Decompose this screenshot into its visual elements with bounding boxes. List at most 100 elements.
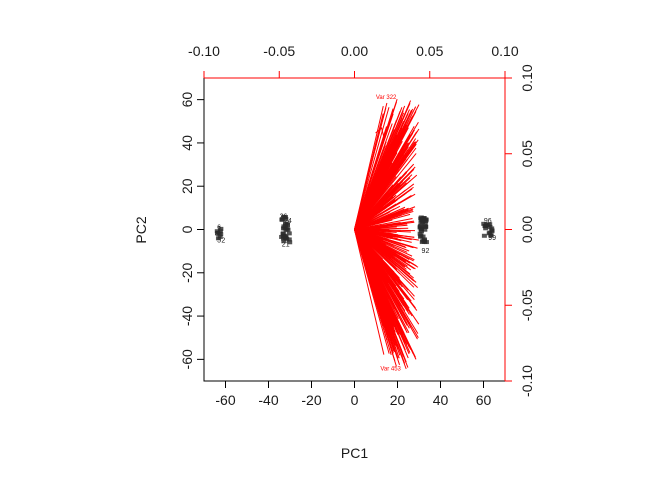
y-tick-label: -60 <box>179 349 195 369</box>
observation-cluster-mark <box>218 232 224 237</box>
secondary-x-axis: -0.10 -0.05 0.00 0.05 0.10 <box>188 43 519 79</box>
loading-arrow <box>354 215 401 230</box>
loading-arrow <box>354 197 392 230</box>
secondary-x-tick-label: -0.10 <box>188 43 220 59</box>
x-tick-label: -60 <box>215 392 235 408</box>
observation-cluster-mark <box>481 233 487 238</box>
loading-arrow <box>354 229 385 355</box>
secondary-x-tick-label: 0.05 <box>416 43 443 59</box>
loading-arrow <box>354 229 400 255</box>
loading-arrowhead <box>375 127 385 137</box>
loading-arrow <box>354 154 385 230</box>
loading-arrow <box>354 107 390 230</box>
loading-arrow <box>354 229 415 288</box>
y-tick-label: -20 <box>179 262 195 282</box>
observation-cluster-mark <box>419 216 425 221</box>
observation-cluster-mark <box>484 222 490 227</box>
x-tick-label: -20 <box>301 392 321 408</box>
secondary-y-tick-label: 0.05 <box>519 140 535 167</box>
observation-cluster-mark <box>279 217 285 222</box>
loading-arrow <box>354 183 415 230</box>
observation-cluster-mark <box>287 240 293 245</box>
loading-arrow <box>354 113 409 230</box>
loading-arrow <box>354 229 389 284</box>
x-tick-label: 20 <box>390 392 406 408</box>
observation-cluster-mark <box>422 227 428 232</box>
observation-cluster-mark <box>280 231 286 236</box>
observation-cluster-mark <box>283 235 289 240</box>
y-axis: -60 -40 -20 0 20 40 60 <box>179 92 205 369</box>
observation-cluster-mark <box>422 220 428 225</box>
observation-cluster-mark <box>215 236 221 241</box>
y-tick-label: 40 <box>179 135 195 151</box>
loading-arrow <box>354 145 398 230</box>
loading-arrow <box>354 193 416 230</box>
observation-label: 5 <box>217 237 221 244</box>
loading-arrow <box>354 229 385 327</box>
observation-cluster-mark <box>488 233 494 238</box>
observation-cluster-mark <box>487 230 493 235</box>
loading-arrow <box>354 229 394 323</box>
observation-cluster-mark <box>422 239 428 244</box>
observation-cluster-mark <box>423 217 429 222</box>
y-tick-label: -40 <box>179 306 195 326</box>
secondary-y-tick-label: 0.00 <box>519 216 535 243</box>
observation-cluster-mark <box>283 216 289 221</box>
x-axis-title: PC1 <box>341 445 368 461</box>
secondary-y-tick-label: -0.10 <box>519 365 535 397</box>
loading-arrow <box>354 229 395 334</box>
loading-arrows <box>354 99 420 370</box>
observation-cluster-mark <box>420 234 426 239</box>
observation-cluster-mark <box>483 226 489 231</box>
observation-cluster-mark <box>487 224 493 229</box>
secondary-x-tick-label: 0.10 <box>491 43 518 59</box>
loading-arrow <box>354 208 405 230</box>
observation-label: 92 <box>422 248 430 255</box>
observation-cluster-mark <box>281 239 287 244</box>
loading-arrow <box>354 229 388 251</box>
loading-arrow <box>354 229 415 238</box>
observation-label: 2 <box>221 237 225 244</box>
observation-points: 67852262421929699 <box>214 214 496 255</box>
observation-label: 96 <box>484 218 492 225</box>
loading-arrow <box>354 179 388 230</box>
observation-cluster-mark <box>417 231 423 236</box>
loading-arrow <box>354 192 407 230</box>
observation-cluster-mark <box>217 229 223 234</box>
loading-arrow <box>354 229 410 333</box>
loading-arrow <box>354 229 414 249</box>
y-tick-label: 0 <box>179 225 195 233</box>
secondary-y-tick-label: -0.05 <box>519 289 535 321</box>
x-tick-label: 0 <box>351 392 359 408</box>
loading-arrow <box>354 229 395 353</box>
loading-labels: Var 322 Var 453 <box>376 95 402 372</box>
observation-cluster-mark <box>418 234 424 239</box>
observation-cluster-mark <box>218 226 224 231</box>
secondary-x-tick-label: -0.05 <box>263 43 295 59</box>
x-tick-label: 60 <box>476 392 492 408</box>
y-tick-label: 20 <box>179 178 195 194</box>
loading-arrow <box>354 159 408 230</box>
loading-arrow <box>354 176 402 230</box>
loading-arrow <box>354 229 393 238</box>
secondary-y-tick-label: 0.10 <box>519 64 535 91</box>
observation-label: 21 <box>282 242 290 249</box>
observation-cluster-mark <box>286 231 292 236</box>
observation-label: 99 <box>488 235 496 242</box>
observation-cluster-mark <box>419 229 425 234</box>
observation-cluster-mark <box>282 223 288 228</box>
loading-arrow <box>354 168 415 230</box>
y-tick-label: 60 <box>179 92 195 108</box>
observation-cluster-mark <box>489 228 495 233</box>
loading-label: Var 322 <box>376 95 397 101</box>
loading-arrow <box>354 211 390 230</box>
loading-arrow <box>354 226 397 230</box>
loading-label: Var 453 <box>380 366 401 372</box>
x-tick-label: -40 <box>258 392 278 408</box>
loading-arrow <box>354 229 415 301</box>
x-axis: -60 -40 -20 0 20 40 60 <box>215 380 492 408</box>
observation-cluster-mark <box>481 221 487 226</box>
observation-cluster-mark <box>286 237 292 242</box>
loading-arrow <box>354 229 412 350</box>
observation-cluster-mark <box>422 223 428 228</box>
